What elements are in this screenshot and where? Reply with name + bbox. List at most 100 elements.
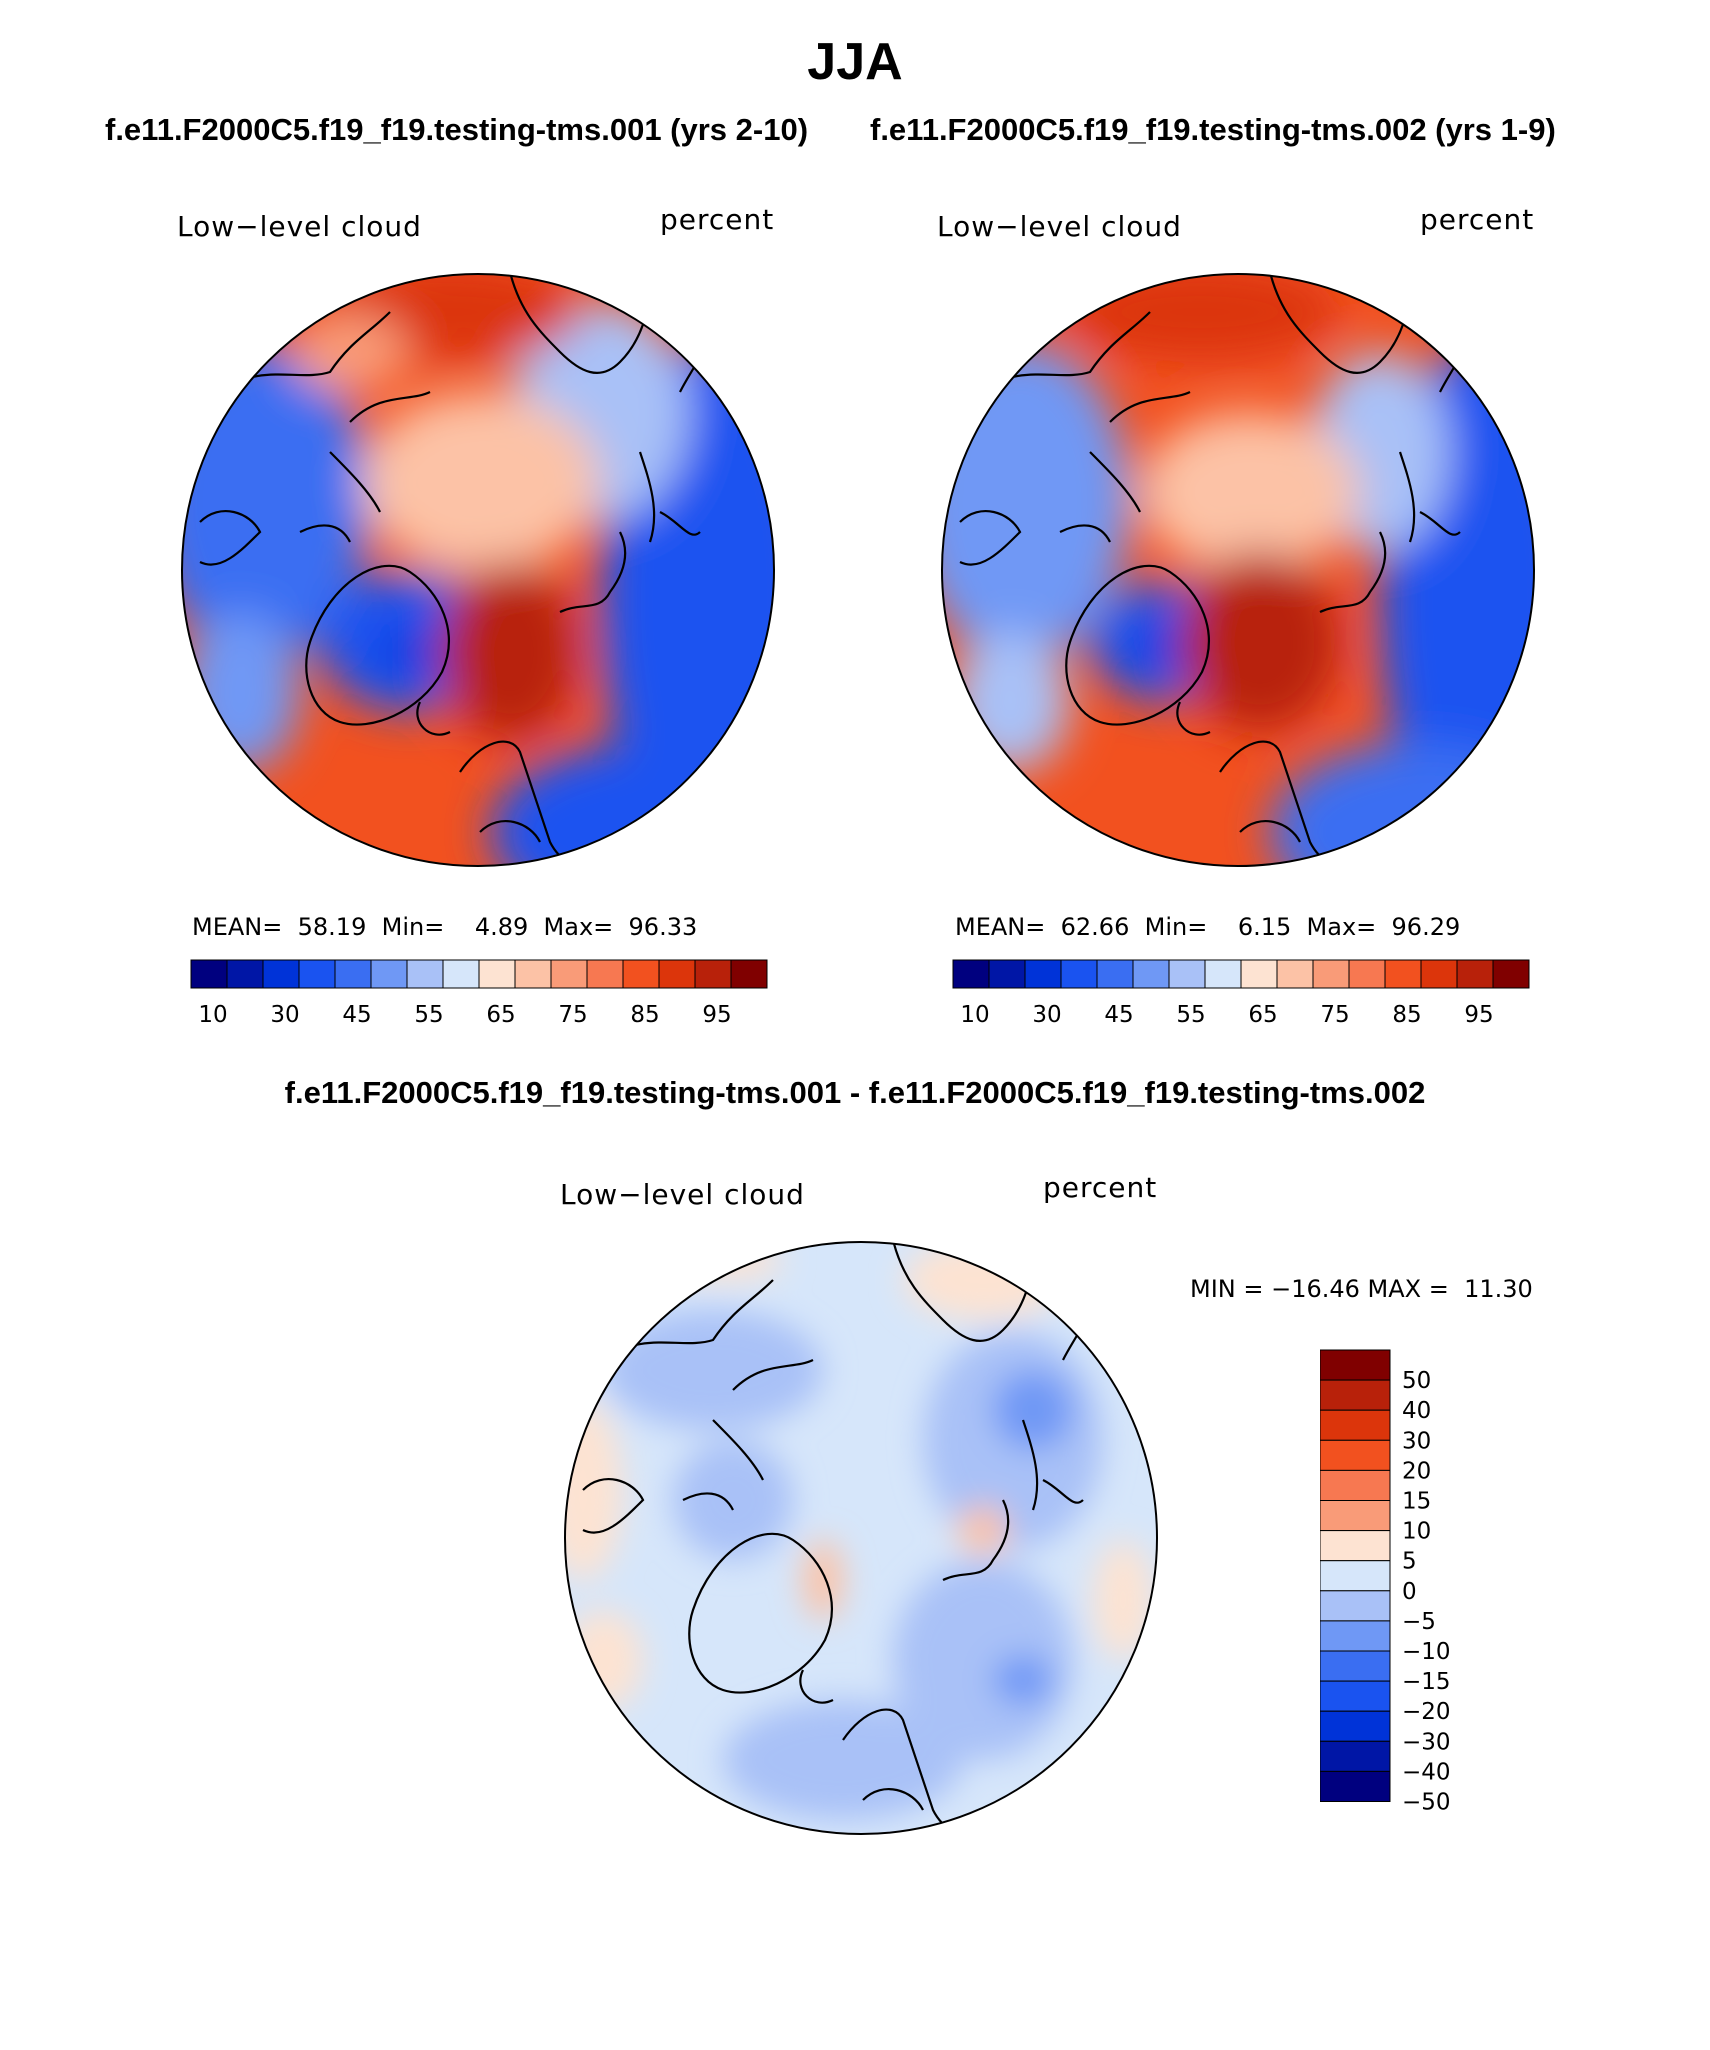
colorbar-box xyxy=(514,959,552,989)
max-label: Max= xyxy=(1306,913,1377,941)
colorbar-box xyxy=(1320,1530,1391,1562)
colorbar-tick-label: 65 xyxy=(486,1002,515,1028)
colorbar-box xyxy=(478,959,516,989)
colorbar-tick-label: 45 xyxy=(342,1002,371,1028)
colorbar-box xyxy=(226,959,264,989)
colorbar-tick-labels: 10 30 45 55 65 75 85 95 xyxy=(198,1002,731,1028)
colorbar-box xyxy=(730,959,768,989)
panel1-variable-label: Low−level cloud xyxy=(177,210,422,243)
colorbar-box xyxy=(1320,1710,1391,1742)
colorbar-box xyxy=(1024,959,1062,989)
colorbar-box xyxy=(694,959,732,989)
colorbar-boxes xyxy=(1320,1349,1391,1802)
difference-minmax: MIN = −16.46 MAX = 11.30 xyxy=(1190,1275,1533,1303)
colorbar-tick-label: 55 xyxy=(1176,1002,1205,1028)
colorbar-box xyxy=(1320,1500,1391,1532)
colorbar-tick-label: 75 xyxy=(1320,1002,1349,1028)
colorbar-tick-label: −20 xyxy=(1402,1699,1451,1725)
panel2-variable-label: Low−level cloud xyxy=(937,210,1182,243)
colorbar-box xyxy=(550,959,588,989)
colorbar-tick-label: 95 xyxy=(702,1002,731,1028)
colorbar-tick-label: 40 xyxy=(1402,1398,1431,1424)
colorbar-box xyxy=(442,959,480,989)
panel1-stats: MEAN= 58.19 Min= 4.89 Max= 96.33 xyxy=(192,913,697,941)
colorbar-box xyxy=(1320,1349,1391,1381)
colorbar-box xyxy=(988,959,1026,989)
max-value: 96.29 xyxy=(1391,913,1461,941)
difference-field xyxy=(565,1242,1157,1834)
colorbar-box xyxy=(370,959,408,989)
colorbar-tick-label: 30 xyxy=(1402,1428,1431,1454)
colorbar-tick-label: 20 xyxy=(1402,1458,1431,1484)
mean-label: MEAN= xyxy=(955,913,1046,941)
colorbar-box xyxy=(1320,1409,1391,1441)
colorbar-tick-label: 10 xyxy=(198,1002,227,1028)
colorbar-box xyxy=(1320,1620,1391,1652)
colorbar-tick-label: 75 xyxy=(558,1002,587,1028)
colorbar-box xyxy=(334,959,372,989)
colorbar-box xyxy=(1132,959,1170,989)
colorbar-box xyxy=(1320,1770,1391,1802)
colorbar-tick-label: 85 xyxy=(630,1002,659,1028)
colorbar-box xyxy=(1320,1650,1391,1682)
colorbar-box xyxy=(1320,1590,1391,1622)
colorbar-tick-label: 30 xyxy=(1032,1002,1061,1028)
colorbar-box xyxy=(658,959,696,989)
min-value: 4.89 xyxy=(474,913,529,941)
panel2-case-title: f.e11.F2000C5.f19_f19.testing-tms.002 (y… xyxy=(870,112,1556,147)
colorbar-tick-label: 0 xyxy=(1402,1579,1417,1605)
mean-value: 58.19 xyxy=(297,913,367,941)
colorbar-tick-label: 15 xyxy=(1402,1489,1431,1515)
colorbar-box xyxy=(262,959,300,989)
difference-title: f.e11.F2000C5.f19_f19.testing-tms.001 - … xyxy=(284,1075,1426,1110)
colorbar-box xyxy=(1384,959,1422,989)
colorbar-tick-label: 30 xyxy=(270,1002,299,1028)
difference-polar-map xyxy=(564,1241,1158,1835)
colorbar-tick-label: 5 xyxy=(1402,1549,1417,1575)
colorbar-box xyxy=(1240,959,1278,989)
colorbar-box xyxy=(1456,959,1494,989)
colorbar-box xyxy=(1096,959,1134,989)
difference-variable-label: Low−level cloud xyxy=(560,1178,805,1211)
colorbar-tick-label: −40 xyxy=(1402,1759,1451,1785)
panel1-units-label: percent xyxy=(660,203,775,236)
colorbar-box xyxy=(298,959,336,989)
colorbar-box xyxy=(1204,959,1242,989)
colorbar-box xyxy=(622,959,660,989)
colorbar-tick-label: −30 xyxy=(1402,1729,1451,1755)
colorbar-tick-label: −5 xyxy=(1402,1609,1436,1635)
panel2-units-label: percent xyxy=(1420,203,1535,236)
colorbar-box xyxy=(1320,1560,1391,1592)
colorbar-box xyxy=(1320,1740,1391,1772)
panel1-case-title: f.e11.F2000C5.f19_f19.testing-tms.001 (y… xyxy=(105,112,809,147)
colorbar-box xyxy=(1320,1439,1391,1471)
colorbar-box xyxy=(586,959,624,989)
colorbar-tick-label: 10 xyxy=(1402,1519,1431,1545)
colorbar-tick-label: 55 xyxy=(414,1002,443,1028)
colorbar-tick-label: −15 xyxy=(1402,1669,1451,1695)
max-value: 96.33 xyxy=(628,913,698,941)
colorbar-tick-label: −50 xyxy=(1402,1790,1451,1816)
min-label: Min= xyxy=(1144,913,1208,941)
colorbar-box xyxy=(1168,959,1206,989)
panel1-colorbar: 10 30 45 55 65 75 85 95 xyxy=(190,959,768,1028)
panel2-stats: MEAN= 62.66 Min= 6.15 Max= 96.29 xyxy=(955,913,1460,941)
colorbar-box xyxy=(1320,1379,1391,1411)
colorbar-box xyxy=(1420,959,1458,989)
colorbar-boxes xyxy=(190,959,768,989)
colorbar-box xyxy=(1348,959,1386,989)
colorbar-box xyxy=(1492,959,1530,989)
colorbar-tick-label: 10 xyxy=(960,1002,989,1028)
min-value: 6.15 xyxy=(1237,913,1292,941)
colorbar-box xyxy=(190,959,228,989)
colorbar-tick-label: 45 xyxy=(1104,1002,1133,1028)
colorbar-tick-label: 50 xyxy=(1402,1368,1431,1394)
panel2-colorbar: 10 30 45 55 65 75 85 95 xyxy=(952,959,1530,1028)
colorbar-box xyxy=(1320,1680,1391,1712)
colorbar-box xyxy=(1276,959,1314,989)
colorbar-boxes xyxy=(952,959,1530,989)
max-label: Max= xyxy=(543,913,614,941)
difference-units-label: percent xyxy=(1043,1171,1158,1204)
